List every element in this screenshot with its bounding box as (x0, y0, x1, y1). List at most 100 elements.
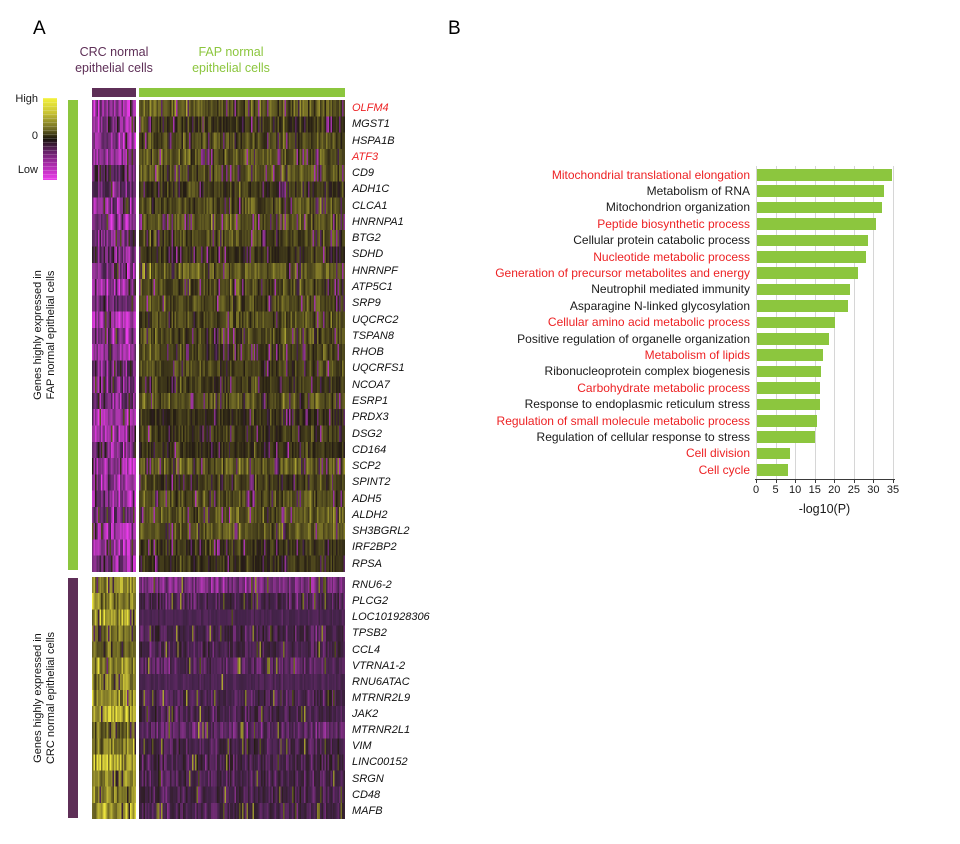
x-axis-tick-label: 35 (886, 484, 900, 496)
gene-label: RHOB (352, 346, 384, 359)
x-axis-tick (814, 479, 816, 483)
gene-label: CD164 (352, 443, 387, 456)
gene-label: DSG2 (352, 427, 382, 440)
gene-label: SH3BGRL2 (352, 525, 410, 538)
crc-genes-side-label: Genes highly expressed in CRC normal epi… (32, 631, 57, 765)
fap-genes-side-bar (68, 100, 78, 570)
gene-label: ADH1C (352, 183, 390, 196)
gene-label: HNRNPA1 (352, 215, 404, 228)
gene-label: ALDH2 (352, 508, 388, 521)
enrichment-bar (756, 382, 821, 394)
go-term-label: Cellular amino acid metabolic process (547, 315, 750, 330)
go-term-label: Regulation of small molecule metabolic p… (496, 413, 750, 428)
gene-label: BTG2 (352, 232, 381, 245)
x-axis-title: -log10(P) (798, 502, 851, 516)
gene-label: SRGN (352, 772, 384, 785)
gene-label: LOC101928306 (352, 611, 430, 624)
gene-label: ATF3 (352, 150, 379, 163)
gene-label: UQCRFS1 (352, 362, 405, 375)
gene-label: SDHD (352, 248, 384, 261)
gene-label: IRF2BP2 (352, 541, 397, 554)
gene-label: VIM (352, 740, 372, 753)
gene-label: NCOA7 (352, 378, 390, 391)
column-header-crc: CRC normal epithelial cells (75, 45, 153, 75)
enrichment-bar (756, 251, 867, 263)
gene-label: CD48 (352, 788, 381, 801)
go-term-label: Positive regulation of organelle organiz… (517, 331, 750, 346)
gene-label: TSPAN8 (352, 329, 394, 342)
go-term-label: Generation of precursor metabolites and … (495, 265, 750, 280)
x-axis-tick-label: 10 (789, 484, 802, 496)
enrichment-bar (756, 283, 851, 296)
x-axis-tick-label: 15 (808, 484, 821, 496)
gene-label: RNU6-2 (352, 579, 392, 591)
go-term-label: Neutrophil mediated immunity (591, 282, 750, 297)
gene-label: ADH5 (352, 492, 382, 505)
x-axis-tick-label: 30 (867, 484, 880, 496)
gene-label: CCL4 (352, 643, 381, 656)
x-axis-tick (853, 479, 855, 483)
gene-label: HNRNPF (352, 264, 398, 277)
gene-label: SCP2 (352, 460, 381, 473)
x-axis-tick-label: 20 (828, 484, 841, 496)
enrichment-bar (756, 349, 824, 361)
enrichment-bar (756, 431, 816, 443)
gene-label: CLCA1 (352, 199, 388, 212)
chart-gridline (893, 166, 894, 479)
x-axis-tick (834, 479, 836, 483)
gene-label: OLFM4 (352, 102, 389, 114)
panel-a-letter: A (33, 18, 46, 39)
enrichment-bar (756, 234, 869, 247)
enrichment-bar (756, 300, 849, 312)
gene-label: RNU6ATAC (352, 675, 410, 688)
colorbar-zero-label: 0 (31, 130, 38, 142)
x-axis-tick (795, 479, 797, 483)
enrichment-bar (756, 415, 818, 427)
gene-label: MAFB (352, 804, 383, 817)
gene-label: UQCRC2 (352, 313, 399, 326)
fap-column-annotation-bar (139, 88, 345, 97)
gene-label: ATP5C1 (352, 281, 393, 294)
go-term-label: Mitochondrion organization (605, 200, 750, 215)
x-axis-line (755, 479, 895, 480)
colorbar-low-label: Low (17, 164, 38, 176)
chart-gridline (873, 166, 875, 479)
go-term-label: Nucleotide metabolic process (593, 249, 750, 264)
fap-genes-side-label: Genes highly expressed in FAP normal epi… (32, 270, 57, 400)
chart-gridline (853, 166, 855, 479)
heatmap-crc-columns-bottom-block (92, 577, 136, 819)
go-term-label: Asparagine N-linked glycosylation (569, 298, 750, 313)
chart-gridline (834, 166, 836, 479)
column-header-fap: FAP normal epithelial cells (192, 45, 270, 75)
enrichment-bar (756, 464, 788, 476)
go-term-label: Peptide biosynthetic process (597, 216, 750, 231)
crc-column-annotation-bar (92, 88, 136, 97)
x-axis-tick-label: 25 (847, 484, 860, 496)
enrichment-bar (756, 185, 884, 197)
gene-label: TPSB2 (352, 627, 387, 640)
go-term-label: Regulation of cellular response to stres… (536, 429, 750, 444)
go-term-label: Carbohydrate metabolic process (577, 380, 750, 395)
gene-label: MTRNR2L1 (352, 724, 411, 737)
gene-label: VTRNA1-2 (352, 659, 406, 672)
gene-label: ESRP1 (352, 394, 389, 407)
gene-label: HSPA1B (352, 134, 395, 147)
go-term-label: Ribonucleoprotein complex biogenesis (544, 364, 750, 379)
gene-label: PRDX3 (352, 411, 389, 424)
go-term-label: Metabolism of lipids (644, 347, 750, 362)
go-term-label: Mitochondrial translational elongation (551, 167, 750, 182)
gene-label: SRP9 (352, 297, 381, 310)
enrichment-bar (756, 447, 790, 460)
heatmap-fap-columns-top-block (139, 100, 345, 572)
go-term-label: Cellular protein catabolic process (573, 233, 750, 248)
heatmap-crc-columns-top-block (92, 100, 136, 572)
enrichment-bar (756, 333, 829, 345)
gene-label: MTRNR2L9 (352, 691, 411, 704)
enrichment-bar (756, 316, 835, 329)
go-term-label: Cell division (685, 446, 750, 461)
colorbar-gradient (43, 98, 57, 180)
enrichment-bar (756, 169, 892, 181)
gene-label: CD9 (352, 167, 375, 180)
gene-label: PLCG2 (352, 595, 389, 608)
